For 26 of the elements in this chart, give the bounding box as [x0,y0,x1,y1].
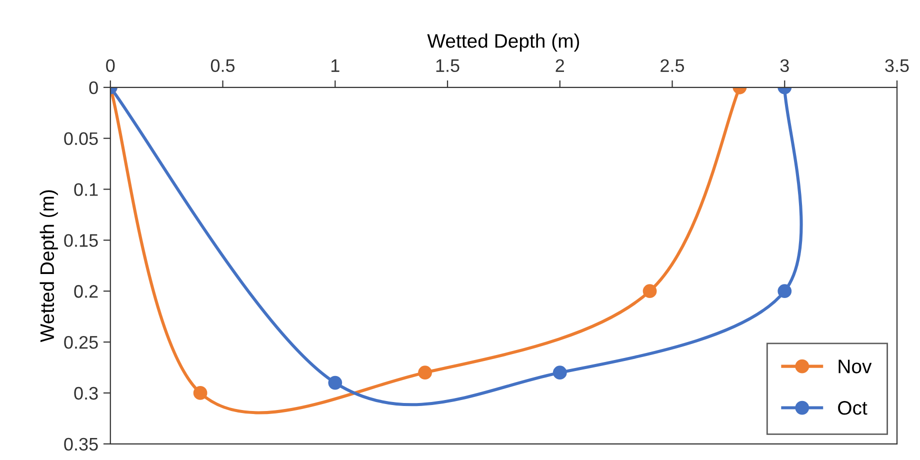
point [418,366,432,380]
y-axis-title: Wetted Depth (m) [40,190,58,342]
x-tick-label: 2.5 [660,59,684,72]
y-tick-label: 0.35 [64,438,98,451]
point [193,386,208,400]
point [778,284,792,298]
point [552,366,567,380]
y-tick-label: 0 [89,81,98,94]
x-tick-label: 0.5 [210,59,235,72]
x-tick-label: 0 [106,59,115,72]
x-axis-title: Wetted Depth (m) [427,34,580,52]
y-tick-label: 0.3 [74,386,98,400]
x-tick-label: 3.5 [885,59,909,72]
y-tick-label: 0.25 [64,336,98,349]
y-tick-label: 0.15 [64,234,98,247]
legend-label: Nov [838,360,872,374]
legend-label: Oct [838,401,868,415]
y-tick-label: 0.1 [74,183,98,196]
point [642,284,657,298]
y-tick-label: 0.05 [64,132,98,146]
x-tick-label: 2 [556,59,564,72]
x-tick-label: 1 [332,59,340,72]
point [328,376,342,390]
x-tick-label: 3 [780,59,789,72]
y-tick-label: 0.2 [74,285,98,298]
x-tick-label: 1.5 [436,59,460,72]
